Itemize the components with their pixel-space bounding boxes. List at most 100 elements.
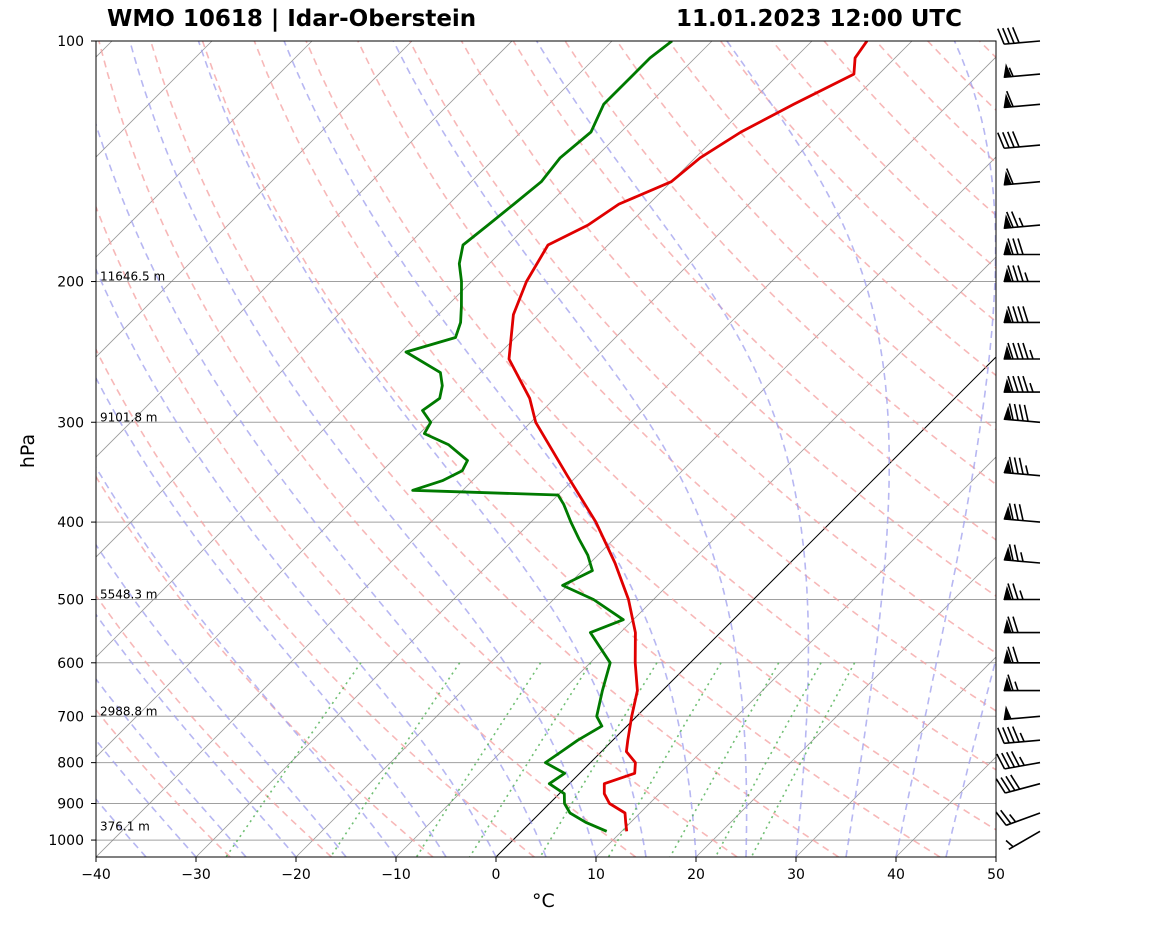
isotherm-line xyxy=(96,41,713,658)
isotherm-line xyxy=(0,41,12,857)
isotherm-line xyxy=(96,41,313,258)
wind-barb xyxy=(1003,238,1040,256)
wind-barb xyxy=(1003,168,1041,186)
isotherm-line xyxy=(895,756,996,857)
moist-adiabat xyxy=(895,41,996,857)
wind-barb xyxy=(997,726,1041,745)
y-tick-label: 100 xyxy=(57,34,84,50)
isotherm-line xyxy=(96,41,813,758)
dry-adiabat xyxy=(823,41,996,217)
dry-adiabat xyxy=(96,475,434,857)
height-label: 2988.8 m xyxy=(100,704,158,718)
temperature-trace xyxy=(507,41,869,832)
wind-barb xyxy=(997,27,1041,45)
x-tick-label: 10 xyxy=(587,867,605,883)
height-label: 5548.3 m xyxy=(100,588,158,602)
dry-adiabat xyxy=(668,41,996,377)
x-tick-label: 20 xyxy=(687,867,705,883)
mixing-ratio-line xyxy=(329,662,461,857)
moist-adiabat xyxy=(96,855,97,857)
wind-barb xyxy=(1003,63,1041,79)
moist-adiabat xyxy=(96,122,547,857)
dry-adiabat xyxy=(564,41,996,486)
mixing-ratio-line xyxy=(750,662,856,857)
y-tick-label: 400 xyxy=(57,515,84,531)
dry-adiabat xyxy=(253,41,996,831)
y-tick-label: 300 xyxy=(57,415,84,431)
wind-barb xyxy=(1003,646,1040,664)
isotherm-line xyxy=(96,41,513,458)
dry-adiabat xyxy=(1135,41,1160,857)
x-tick-label: 0 xyxy=(492,867,501,883)
dry-adiabat xyxy=(96,708,231,857)
mixing-ratio-line xyxy=(714,662,822,857)
isotherm-line xyxy=(96,41,613,558)
dry-adiabat xyxy=(408,41,996,654)
y-tick-label: 700 xyxy=(57,709,84,725)
wind-barb xyxy=(995,809,1041,827)
isotherm-line xyxy=(695,556,996,857)
wind-barb xyxy=(1003,616,1040,634)
wind-barb xyxy=(1003,674,1040,692)
y-tick-label: 600 xyxy=(57,656,84,672)
dry-adiabat xyxy=(460,41,996,597)
y-tick-label: 200 xyxy=(57,275,84,291)
isotherm-line xyxy=(96,41,213,158)
plot-frame xyxy=(95,40,997,858)
mixing-ratio-line xyxy=(415,662,542,857)
isotherm-line xyxy=(96,41,113,58)
dry-adiabat xyxy=(616,41,996,431)
wind-barb xyxy=(996,750,1041,770)
height-label: 9101.8 m xyxy=(100,410,158,424)
height-label: 376.1 m xyxy=(100,819,150,833)
y-tick-label: 900 xyxy=(57,797,84,813)
wind-barb xyxy=(1003,265,1040,283)
moist-adiabat xyxy=(96,739,197,857)
wind-barb xyxy=(1003,503,1041,523)
dry-adiabat xyxy=(96,594,333,857)
dry-adiabat xyxy=(96,347,535,857)
x-tick-label: −20 xyxy=(281,867,311,883)
x-tick-label: 40 xyxy=(887,867,905,883)
moist-adiabat xyxy=(197,41,647,857)
chart-title: WMO 10618 | Idar-Oberstein xyxy=(107,6,477,32)
dry-adiabat xyxy=(978,41,996,59)
dry-adiabat xyxy=(357,41,996,712)
moist-adiabat xyxy=(96,677,247,857)
height-label: 11646.5 m xyxy=(100,270,165,284)
y-tick-label: 500 xyxy=(57,593,84,609)
moist-adiabat xyxy=(283,41,697,857)
x-axis-label: °C xyxy=(532,890,555,912)
moist-adiabat xyxy=(726,41,891,857)
wind-barb xyxy=(1005,830,1041,850)
moist-adiabat xyxy=(96,376,447,857)
wind-barb xyxy=(1003,211,1041,230)
dry-adiabat xyxy=(305,41,996,771)
chart-subtitle: 11.01.2023 12:00 UTC xyxy=(676,6,962,32)
dry-adiabat xyxy=(927,41,996,112)
isotherm-line xyxy=(395,256,996,857)
isotherm-line xyxy=(595,456,996,857)
isotherm-line xyxy=(795,656,996,857)
dry-adiabat xyxy=(201,41,941,857)
moist-adiabat xyxy=(96,613,297,857)
wind-barb xyxy=(1003,403,1041,424)
moist-adiabat xyxy=(945,656,996,857)
dry-adiabat xyxy=(98,41,738,857)
isotherm-line xyxy=(96,41,413,358)
wind-barb xyxy=(1003,705,1041,721)
moist-adiabat xyxy=(96,543,347,857)
x-tick-label: 50 xyxy=(987,867,1005,883)
x-tick-label: −10 xyxy=(381,867,411,883)
wind-barb xyxy=(995,774,1041,794)
moist-adiabat xyxy=(392,41,748,857)
wind-barb xyxy=(1003,375,1040,393)
x-tick-label: 30 xyxy=(787,867,805,883)
wind-barb xyxy=(1003,306,1040,324)
dry-adiabat xyxy=(96,204,637,857)
dry-adiabat xyxy=(149,41,840,857)
dry-adiabat xyxy=(512,41,996,541)
wind-barbs xyxy=(995,27,1041,850)
wind-barb xyxy=(997,131,1041,150)
